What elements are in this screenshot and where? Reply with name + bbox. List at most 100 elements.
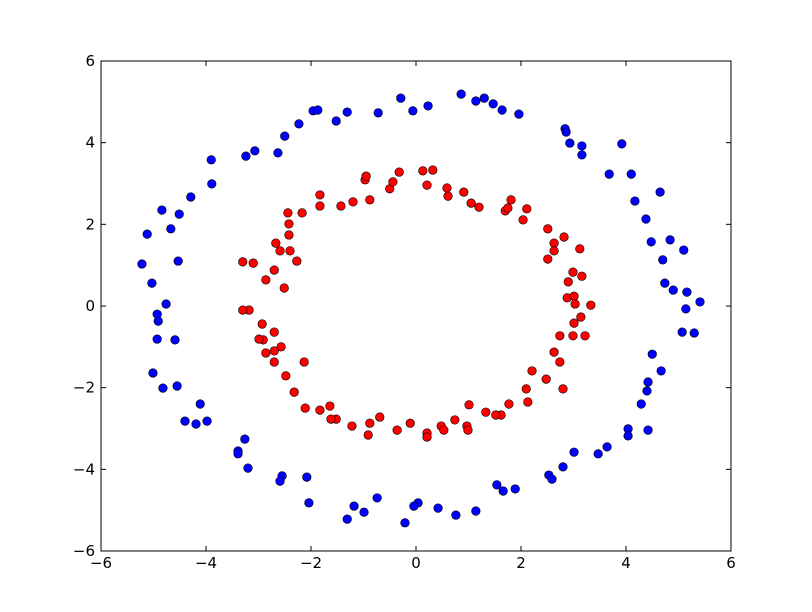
scatter-point xyxy=(497,105,507,115)
scatter-point xyxy=(173,256,183,266)
scatter-point xyxy=(233,449,243,459)
scatter-point xyxy=(166,224,176,234)
x-tick-label: 6 xyxy=(726,554,736,572)
scatter-point xyxy=(170,335,180,345)
scatter-point xyxy=(152,334,162,344)
scatter-point xyxy=(195,399,205,409)
scatter-point xyxy=(207,179,217,189)
scatter-point xyxy=(575,244,585,254)
scatter-point xyxy=(523,397,533,407)
axes-frame xyxy=(100,60,732,552)
scatter-point xyxy=(147,278,157,288)
scatter-point xyxy=(439,425,449,435)
x-tick-label: 0 xyxy=(411,554,421,572)
scatter-point xyxy=(555,357,565,367)
scatter-point xyxy=(568,331,578,341)
scatter-point xyxy=(471,506,481,516)
y-tick-label: 2 xyxy=(85,215,95,233)
scatter-point xyxy=(365,195,375,205)
scatter-point xyxy=(172,381,182,391)
scatter-point xyxy=(580,331,590,341)
scatter-point xyxy=(558,384,568,394)
scatter-point xyxy=(641,214,651,224)
scatter-point xyxy=(302,472,312,482)
scatter-point xyxy=(658,255,668,265)
scatter-point xyxy=(300,403,310,413)
scatter-point xyxy=(518,215,528,225)
scatter-point xyxy=(559,232,569,242)
scatter-point xyxy=(158,383,168,393)
scatter-point xyxy=(623,431,633,441)
scatter-point xyxy=(576,312,586,322)
scatter-point xyxy=(647,349,657,359)
scatter-point xyxy=(555,331,565,341)
scatter-point xyxy=(313,105,323,115)
scatter-point xyxy=(363,430,373,440)
scatter-point xyxy=(630,196,640,206)
scatter-point xyxy=(464,400,474,410)
y-tick-label: −4 xyxy=(73,460,95,478)
scatter-point xyxy=(409,501,419,511)
scatter-point xyxy=(400,518,410,528)
scatter-point xyxy=(191,419,201,429)
x-tick-label: −4 xyxy=(195,554,217,572)
scatter-point xyxy=(422,432,432,442)
scatter-point xyxy=(161,299,171,309)
scatter-point xyxy=(294,119,304,129)
scatter-point xyxy=(593,449,603,459)
scatter-point xyxy=(569,291,579,301)
scatter-point xyxy=(602,442,612,452)
scatter-point xyxy=(347,421,357,431)
scatter-point xyxy=(315,190,325,200)
y-tick-label: 4 xyxy=(85,134,95,152)
scatter-point xyxy=(174,209,184,219)
scatter-point xyxy=(243,463,253,473)
scatter-point xyxy=(325,401,335,411)
scatter-point xyxy=(456,89,466,99)
scatter-point xyxy=(275,246,285,256)
scatter-point xyxy=(342,514,352,524)
scatter-point xyxy=(450,415,460,425)
scatter-point xyxy=(359,507,369,517)
scatter-point xyxy=(304,498,314,508)
scatter-point xyxy=(342,107,352,117)
scatter-point xyxy=(656,366,666,376)
scatter-point xyxy=(479,93,489,103)
scatter-point xyxy=(408,106,418,116)
scatter-point xyxy=(561,127,571,137)
scatter-point xyxy=(285,246,295,256)
scatter-point xyxy=(665,235,675,245)
scatter-point xyxy=(388,177,398,187)
scatter-point xyxy=(281,371,291,381)
scatter-point xyxy=(442,183,452,193)
scatter-point xyxy=(261,348,271,358)
scatter-point xyxy=(569,447,579,457)
scatter-point xyxy=(315,405,325,415)
scatter-point xyxy=(238,257,248,267)
scatter-point xyxy=(428,165,438,175)
scatter-point xyxy=(372,493,382,503)
scatter-point xyxy=(565,138,575,148)
scatter-point xyxy=(292,256,302,266)
scatter-point xyxy=(326,414,336,424)
scatter-point xyxy=(463,425,473,435)
scatter-point xyxy=(148,368,158,378)
scatter-point xyxy=(423,101,433,111)
scatter-point xyxy=(315,201,325,211)
scatter-point xyxy=(375,412,385,422)
scatter-point xyxy=(254,334,264,344)
scatter-point xyxy=(481,407,491,417)
scatter-point xyxy=(577,271,587,281)
scatter-point xyxy=(541,374,551,384)
scatter-point xyxy=(405,418,415,428)
x-tick-label: 4 xyxy=(621,554,631,572)
scatter-point xyxy=(269,327,279,337)
scatter-point xyxy=(284,219,294,229)
scatter-point xyxy=(503,203,513,213)
scatter-point xyxy=(604,169,614,179)
scatter-point xyxy=(586,300,596,310)
x-tick-label: 2 xyxy=(516,554,526,572)
scatter-point xyxy=(451,510,461,520)
scatter-point xyxy=(643,377,653,387)
